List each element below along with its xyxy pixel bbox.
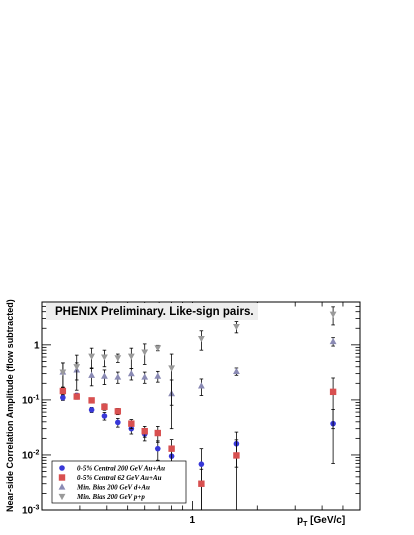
y-tick-label: 10-2 — [22, 449, 39, 461]
series-3 — [59, 337, 337, 430]
data-point — [114, 373, 122, 380]
legend: 0-5% Central 200 GeV Au+Au0-5% Central 6… — [51, 460, 187, 504]
data-point — [58, 483, 66, 490]
data-point — [154, 345, 162, 352]
data-point — [198, 480, 205, 487]
data-point — [329, 311, 337, 318]
chart-title: PHENIX Preliminary. Like-sign pairs. — [55, 306, 254, 318]
data-point — [168, 365, 176, 372]
data-point — [58, 474, 66, 481]
title-banner-box — [46, 303, 258, 320]
legend-label: 0-5% Central 62 GeV Au+Au — [77, 474, 162, 482]
data-point — [168, 445, 175, 452]
data-point — [101, 413, 108, 419]
x-tick-label: 1 — [189, 515, 195, 526]
data-point — [115, 419, 121, 426]
y-axis-title: Near-side Correlation Amplitude (flow su… — [5, 299, 15, 512]
data-point — [141, 349, 149, 356]
legend-box — [51, 460, 187, 504]
legend-label: Min. Bias 200 GeV d+Au — [76, 484, 150, 492]
data-point — [114, 408, 122, 415]
legend-label: Min. Bias 200 GeV p+p — [76, 493, 145, 501]
series-2 — [59, 377, 337, 510]
data-point — [128, 420, 135, 427]
axes: 10-3 10-2 10-1 1 1 — [22, 301, 361, 526]
data-point — [60, 394, 66, 401]
data-point — [141, 427, 148, 435]
data-point — [198, 461, 205, 467]
data-point — [88, 397, 95, 404]
data-point — [233, 323, 240, 331]
data-point — [127, 370, 135, 377]
data-point — [58, 493, 66, 501]
data-point — [88, 371, 96, 378]
x-axis-title-main: p — [297, 515, 303, 526]
data-point — [101, 403, 108, 410]
data-point — [141, 373, 149, 380]
y-tick-label: 10-3 — [22, 505, 39, 517]
data-point — [88, 407, 95, 413]
series-4 — [59, 306, 337, 406]
data-point — [329, 388, 337, 396]
x-axis-title-sub: T — [303, 521, 308, 528]
series-layer — [59, 306, 337, 510]
data-point — [114, 355, 122, 362]
data-point — [154, 429, 161, 437]
y-tick-label: 10-1 — [22, 394, 39, 406]
data-point — [127, 353, 135, 360]
data-point — [73, 393, 80, 400]
data-point — [233, 452, 240, 459]
x-axis-title: pT [GeV/c] — [297, 515, 345, 528]
data-point — [233, 367, 240, 374]
data-point — [197, 382, 205, 389]
data-point — [59, 369, 67, 376]
data-point — [154, 372, 162, 379]
legend-items: 0-5% Central 200 GeV Au+Au0-5% Central 6… — [58, 465, 165, 501]
title-banner: PHENIX Preliminary. Like-sign pairs. — [46, 303, 258, 320]
data-point — [101, 354, 108, 361]
data-point — [329, 337, 337, 345]
data-point — [154, 445, 161, 452]
y-tick-label: 1 — [34, 340, 40, 351]
data-point — [59, 465, 65, 471]
data-point — [197, 335, 205, 343]
data-point — [101, 372, 108, 379]
data-point — [88, 353, 96, 360]
x-axis-title-unit: [GeV/c] — [307, 515, 345, 526]
data-point — [73, 364, 81, 371]
legend-label: 0-5% Central 200 GeV Au+Au — [77, 465, 165, 473]
data-point — [59, 387, 67, 395]
